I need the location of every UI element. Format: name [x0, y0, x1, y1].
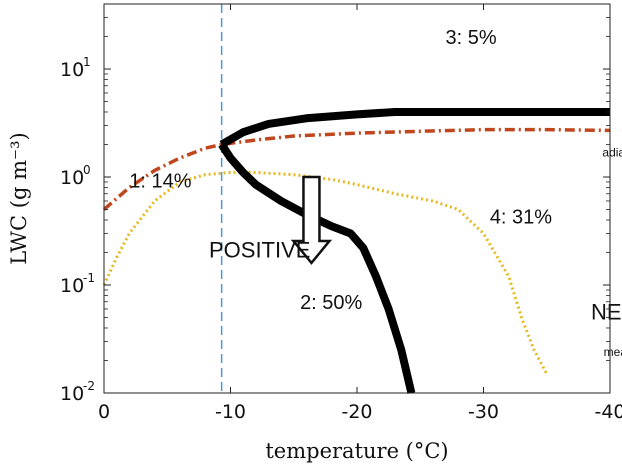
annotation-negative: NEGATIVE [591, 299, 622, 324]
series-branch-3 [218, 142, 416, 394]
x-tick-label: -40 [594, 401, 622, 423]
y-tick-label-base: 10 [60, 59, 84, 81]
annotation-1-14: 1: 14% [129, 170, 191, 192]
y-tick-label-base: 10 [60, 167, 84, 189]
y-axis-label: LWC (g m⁻³) [7, 132, 31, 264]
annotation-positive: POSITIVE [209, 237, 310, 262]
y-tick-label-exponent: 1 [83, 55, 91, 69]
transition-arrow-icon [290, 175, 333, 265]
x-axis-label: temperature (°C) [265, 439, 448, 463]
annotation-3-5: 3: 5% [446, 27, 497, 49]
y-tick-label-exponent: -1 [83, 271, 95, 285]
y-tick-label-base: 10 [60, 383, 84, 405]
x-tick-label: -20 [341, 401, 372, 423]
series-branch-2 [219, 108, 610, 148]
y-tick-label-exponent: -2 [83, 379, 95, 393]
plot-area [102, 4, 611, 394]
y-tick-label-exponent: 0 [83, 163, 91, 177]
annotations: 1: 14% 2: 50% 3: 5% 4: 31% POSITIVE NEGATIVE a… [129, 27, 622, 359]
x-tick-label: -10 [215, 401, 246, 423]
annotation-2-50: 2: 50% [300, 292, 362, 314]
series-adiabatic-lwc [102, 127, 611, 211]
annotation-mean-lwc: mean LWC [604, 345, 622, 359]
y-tick-label-base: 10 [60, 275, 84, 297]
annotation-4-31: 4: 31% [490, 207, 552, 229]
annotation-adiabatic-lwc: adiabatic LWC [602, 145, 622, 159]
x-tick-label: -30 [468, 401, 499, 423]
x-tick-label: 0 [98, 401, 110, 423]
